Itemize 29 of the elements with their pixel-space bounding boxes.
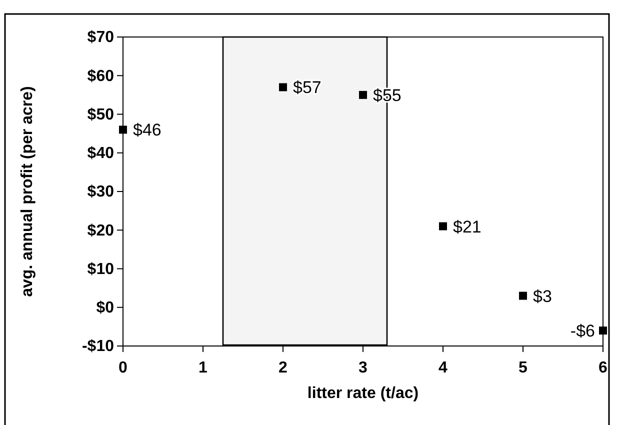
data-label: $57 — [293, 78, 322, 98]
point — [359, 90, 367, 99]
x-tick-label: 3 — [358, 360, 368, 377]
data-label: $3 — [533, 286, 552, 306]
data-label: $21 — [453, 217, 482, 236]
y-tick-label: $20 — [87, 222, 114, 240]
y-tick-label: -$10 — [82, 338, 114, 356]
x-tick-label: 5 — [518, 360, 528, 377]
x-axis-title: litter rate (t/ac) — [307, 385, 419, 402]
data-label: $46 — [133, 120, 162, 140]
x-tick-label: 4 — [438, 360, 448, 377]
y-tick-label: $50 — [87, 106, 114, 124]
y-axis-title: avg. annual profit (per acre) — [19, 86, 36, 297]
y-tick-label: $30 — [87, 184, 114, 201]
point — [439, 222, 447, 230]
point — [599, 326, 607, 335]
y-tick-label: $60 — [87, 68, 114, 85]
x-tick-label: 2 — [278, 360, 288, 377]
x-tick-label: 0 — [118, 360, 128, 377]
y-tick-label: $10 — [87, 260, 114, 278]
x-tick-label: 6 — [598, 360, 608, 377]
y-tick-label: $70 — [87, 29, 114, 46]
y-tick-label: $40 — [87, 144, 114, 162]
point — [519, 292, 527, 300]
x-tick-label: 1 — [198, 360, 208, 377]
point — [279, 83, 287, 92]
data-label: -$6 — [570, 322, 595, 341]
point — [119, 126, 127, 134]
y-tick-label: $0 — [96, 299, 114, 316]
